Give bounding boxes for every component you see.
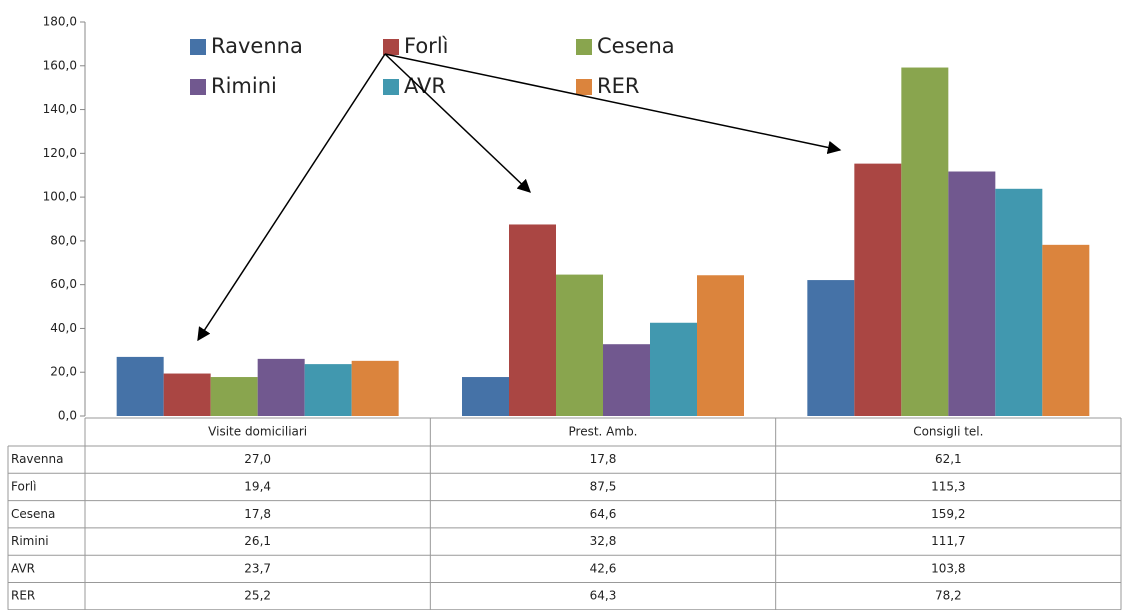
- table-row-label: Rimini: [11, 534, 49, 548]
- table-value: 26,1: [244, 534, 271, 548]
- annotation-arrows: [197, 53, 842, 342]
- bar: [257, 358, 305, 416]
- y-tick-label: 120,0: [43, 146, 77, 160]
- legend-swatch: [190, 79, 206, 95]
- table-row-label: Cesena: [11, 507, 55, 521]
- table-value: 42,6: [590, 561, 617, 575]
- table-value: 17,8: [590, 452, 617, 466]
- legend-label: Rimini: [211, 74, 277, 98]
- table-value: 64,3: [590, 589, 617, 603]
- table-value: 23,7: [244, 561, 271, 575]
- arrow: [384, 53, 842, 155]
- y-tick-label: 20,0: [50, 365, 77, 379]
- table-value: 159,2: [931, 507, 965, 521]
- table-row-label: RER: [11, 589, 35, 603]
- bar: [854, 163, 902, 416]
- bar: [650, 322, 697, 416]
- bar: [948, 171, 996, 416]
- bar: [995, 188, 1043, 416]
- table-value: 111,7: [931, 534, 965, 548]
- table-value: 17,8: [244, 507, 271, 521]
- table-value: 25,2: [244, 589, 271, 603]
- legend-label: RER: [597, 74, 639, 98]
- bar: [1042, 244, 1090, 416]
- arrow: [384, 53, 531, 193]
- y-tick-label: 40,0: [50, 321, 77, 335]
- table-value: 103,8: [931, 561, 965, 575]
- x-tick-label: Visite domiciliari: [208, 425, 307, 439]
- bar: [304, 364, 352, 416]
- y-tick-label: 80,0: [50, 233, 77, 247]
- x-tick-label: Consigli tel.: [913, 425, 983, 439]
- legend-label: Forlì: [404, 34, 448, 58]
- legend-swatch: [190, 39, 206, 55]
- y-tick-label: 140,0: [43, 102, 77, 116]
- table-value: 87,5: [590, 479, 617, 493]
- bar: [697, 275, 744, 416]
- y-tick-label: 100,0: [43, 190, 77, 204]
- legend-label: Ravenna: [211, 34, 303, 58]
- table-value: 27,0: [244, 452, 271, 466]
- bar: [351, 360, 399, 416]
- x-tick-label: Prest. Amb.: [569, 425, 638, 439]
- table-value: 64,6: [590, 507, 617, 521]
- bar: [210, 377, 258, 416]
- bar: [462, 377, 509, 416]
- table-value: 78,2: [935, 589, 962, 603]
- table-row-label: Forlì: [11, 479, 36, 493]
- arrow: [197, 53, 386, 342]
- bar: [901, 67, 949, 416]
- bar: [556, 274, 603, 416]
- bar: [603, 344, 650, 416]
- table-value: 19,4: [244, 479, 271, 493]
- legend-swatch: [383, 39, 399, 55]
- legend-label: Cesena: [597, 34, 675, 58]
- legend-swatch: [383, 79, 399, 95]
- legend-swatch: [576, 39, 592, 55]
- table-value: 62,1: [935, 452, 962, 466]
- bar: [509, 224, 556, 416]
- bar: [116, 356, 164, 416]
- y-tick-label: 60,0: [50, 277, 77, 291]
- bar: [163, 373, 211, 416]
- y-tick-label: 160,0: [43, 58, 77, 72]
- legend-swatch: [576, 79, 592, 95]
- table-row-label: Ravenna: [11, 452, 63, 466]
- y-tick-label: 180,0: [43, 15, 77, 29]
- table-value: 115,3: [931, 479, 965, 493]
- table-row-label: AVR: [11, 561, 35, 575]
- y-tick-label: 0,0: [58, 409, 77, 423]
- bar: [807, 280, 855, 416]
- table-value: 32,8: [590, 534, 617, 548]
